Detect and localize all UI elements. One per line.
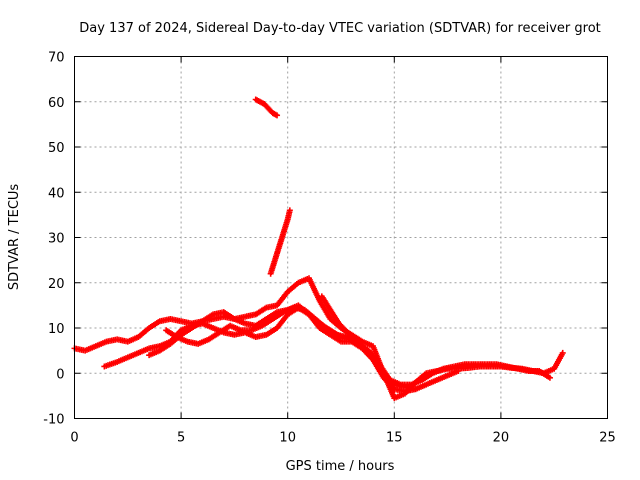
x-tick-label: 5 <box>177 431 185 446</box>
y-tick-label: -10 <box>43 413 64 428</box>
x-tick-label: 0 <box>70 431 78 446</box>
chart-title: Day 137 of 2024, Sidereal Day-to-day VTE… <box>79 21 601 36</box>
data-point <box>286 207 293 214</box>
x-tick-label: 15 <box>386 431 403 446</box>
y-tick-label: 10 <box>48 322 65 337</box>
data-point <box>455 367 462 374</box>
y-tick-label: 20 <box>48 277 65 292</box>
x-tick-label: 20 <box>493 431 510 446</box>
y-tick-label: 60 <box>48 96 65 111</box>
x-axis-label: GPS time / hours <box>286 459 395 474</box>
data-point <box>352 336 359 343</box>
y-tick-label: 0 <box>56 367 64 382</box>
x-tick-label: 25 <box>599 431 616 446</box>
data-point <box>274 112 281 119</box>
axis-ticks: 0 5 10 15 20 25 -10 0 10 20 30 40 50 60 70 <box>43 51 616 446</box>
y-tick-label: 30 <box>48 232 65 247</box>
grid-lines <box>74 56 608 419</box>
data-point <box>546 374 553 381</box>
data-markers <box>71 96 566 402</box>
x-tick-label: 10 <box>279 431 296 446</box>
data-point <box>559 349 566 356</box>
data-point <box>412 386 419 393</box>
y-tick-label: 40 <box>48 186 65 201</box>
plot-frame <box>74 56 608 419</box>
y-axis-label: SDTVAR / TECUs <box>7 184 22 291</box>
y-tick-label: 70 <box>48 51 65 66</box>
y-tick-label: 50 <box>48 141 65 156</box>
